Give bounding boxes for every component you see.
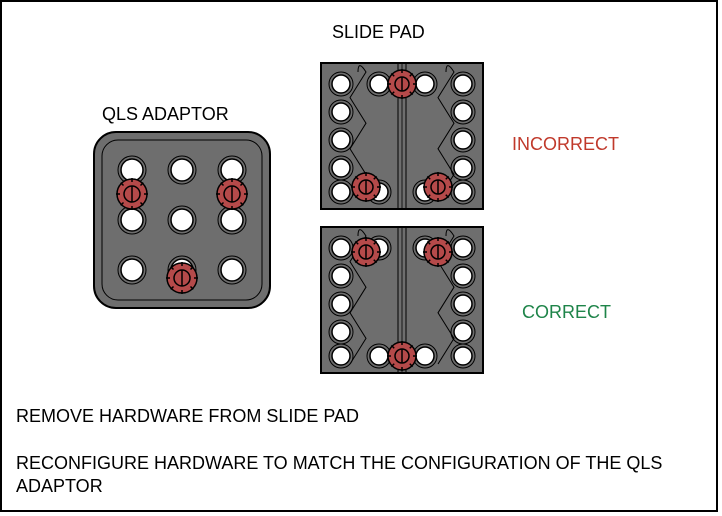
- incorrect-label: INCORRECT: [512, 134, 619, 155]
- instruction-2: RECONFIGURE HARDWARE TO MATCH THE CONFIG…: [16, 452, 706, 499]
- slide-pad-incorrect-diagram: [320, 62, 484, 210]
- instruction-1: REMOVE HARDWARE FROM SLIDE PAD: [16, 406, 359, 427]
- diagram-container: SLIDE PAD QLS ADAPTOR INCORRECT CORRECT …: [0, 0, 718, 512]
- correct-label: CORRECT: [522, 302, 611, 323]
- qls-adaptor-diagram: [92, 130, 272, 310]
- slide-pad-title: SLIDE PAD: [332, 22, 425, 43]
- qls-adaptor-title: QLS ADAPTOR: [102, 104, 229, 125]
- slide-pad-correct-diagram: [320, 226, 484, 374]
